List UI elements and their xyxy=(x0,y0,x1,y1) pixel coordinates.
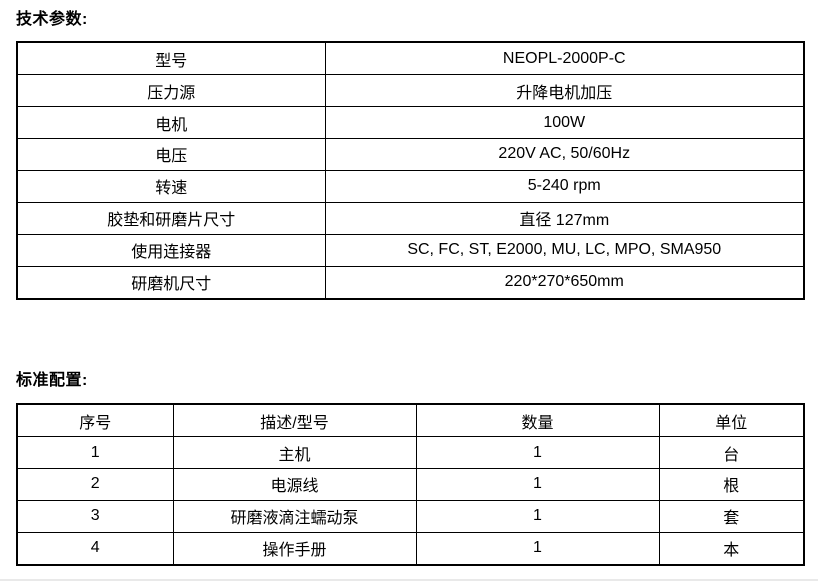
unit-cell: 套 xyxy=(658,499,805,533)
param-label-cell: 电机 xyxy=(16,106,326,139)
param-value-cell: 220V AC, 50/60Hz xyxy=(324,138,805,171)
table-row: 研磨机尺寸 220*270*650mm xyxy=(16,265,805,300)
unit-cell: 台 xyxy=(658,436,805,470)
param-label-cell: 使用连接器 xyxy=(16,233,326,267)
page-bottom-divider xyxy=(0,579,818,581)
header-cell-index: 序号 xyxy=(16,403,174,438)
table-row: 压力源 升降电机加压 xyxy=(16,74,805,108)
header-cell-unit: 单位 xyxy=(658,403,805,438)
param-value-cell: 220*270*650mm xyxy=(324,265,805,300)
table-row: 3 研磨液滴注蠕动泵 1 套 xyxy=(16,499,805,533)
param-value-cell: 升降电机加压 xyxy=(324,74,805,108)
tech-params-title: 技术参数: xyxy=(16,11,88,28)
table-row: 2 电源线 1 根 xyxy=(16,468,805,501)
param-label-cell: 胶垫和研磨片尺寸 xyxy=(16,201,326,235)
table-header-row: 序号 描述/型号 数量 单位 xyxy=(16,403,805,438)
param-value-cell: 直径 127mm xyxy=(324,201,805,235)
param-value-cell: NEOPL-2000P-C xyxy=(324,41,805,76)
table-row: 1 主机 1 台 xyxy=(16,436,805,470)
index-cell: 4 xyxy=(16,531,174,566)
header-cell-qty: 数量 xyxy=(415,403,660,438)
param-value-cell: SC, FC, ST, E2000, MU, LC, MPO, SMA950 xyxy=(324,233,805,267)
param-label-cell: 研磨机尺寸 xyxy=(16,265,326,300)
param-label-cell: 压力源 xyxy=(16,74,326,108)
index-cell: 1 xyxy=(16,436,174,470)
qty-cell: 1 xyxy=(415,436,660,470)
unit-cell: 根 xyxy=(658,468,805,501)
header-cell-desc: 描述/型号 xyxy=(172,403,417,438)
index-cell: 2 xyxy=(16,468,174,501)
qty-cell: 1 xyxy=(415,499,660,533)
desc-cell: 电源线 xyxy=(172,468,417,501)
param-value-cell: 5-240 rpm xyxy=(324,169,805,203)
table-row: 胶垫和研磨片尺寸 直径 127mm xyxy=(16,201,805,235)
qty-cell: 1 xyxy=(415,531,660,566)
tech-params-table: 型号 NEOPL-2000P-C 压力源 升降电机加压 电机 100W 电压 2… xyxy=(16,41,805,300)
table-row: 电机 100W xyxy=(16,106,805,139)
table-row: 4 操作手册 1 本 xyxy=(16,531,805,566)
table-row: 使用连接器 SC, FC, ST, E2000, MU, LC, MPO, SM… xyxy=(16,233,805,267)
param-value-cell: 100W xyxy=(324,106,805,139)
table-row: 转速 5-240 rpm xyxy=(16,169,805,203)
table-row: 型号 NEOPL-2000P-C xyxy=(16,41,805,76)
desc-cell: 研磨液滴注蠕动泵 xyxy=(172,499,417,533)
index-cell: 3 xyxy=(16,499,174,533)
desc-cell: 主机 xyxy=(172,436,417,470)
qty-cell: 1 xyxy=(415,468,660,501)
unit-cell: 本 xyxy=(658,531,805,566)
desc-cell: 操作手册 xyxy=(172,531,417,566)
standard-config-title: 标准配置: xyxy=(16,372,88,389)
param-label-cell: 转速 xyxy=(16,169,326,203)
param-label-cell: 型号 xyxy=(16,41,326,76)
param-label-cell: 电压 xyxy=(16,138,326,171)
standard-config-table: 序号 描述/型号 数量 单位 1 主机 1 台 2 电源线 1 根 3 研磨液滴… xyxy=(16,403,805,566)
table-row: 电压 220V AC, 50/60Hz xyxy=(16,138,805,171)
